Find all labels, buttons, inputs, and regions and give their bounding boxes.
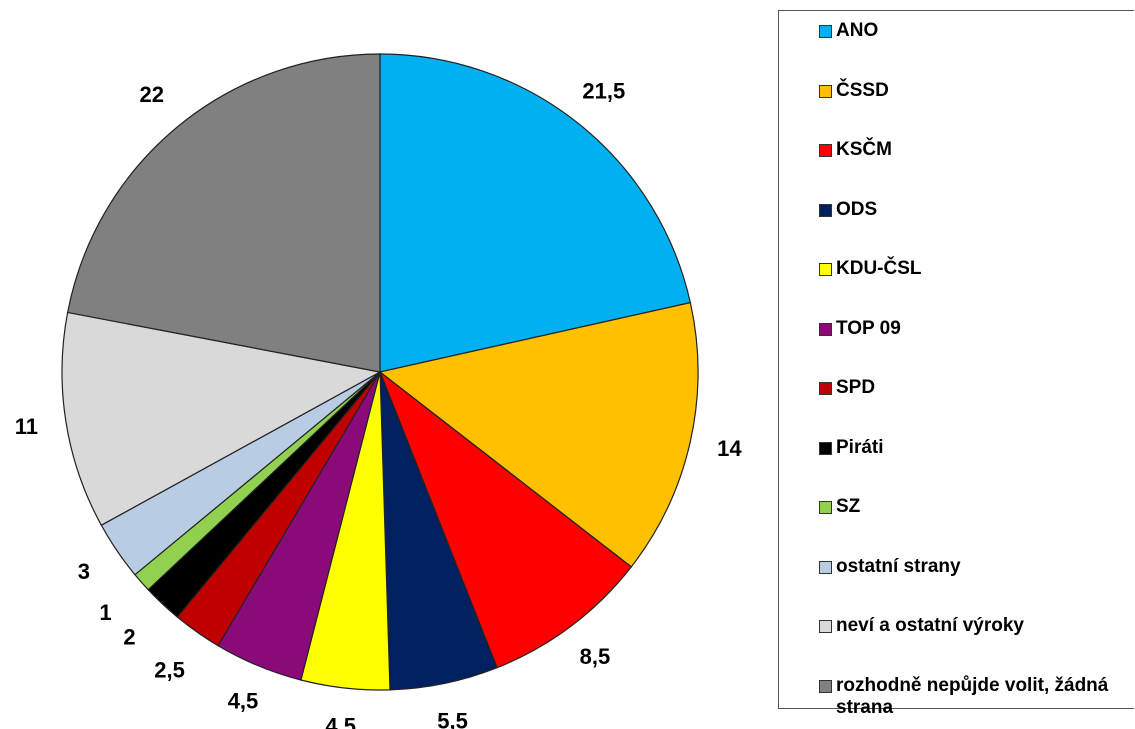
legend-label: ostatní strany [836, 555, 961, 577]
legend-item: Piráti [819, 437, 1129, 459]
legend: ANO ČSSD KSČM ODS KDU-ČSL TOP 09 SPD Piráti SZ os… [778, 10, 1134, 718]
legend-swatch [819, 382, 832, 395]
legend-label: rozhodně nepůjde volit, žádná strana [836, 674, 1109, 718]
data-label: 14 [717, 436, 742, 461]
legend-item: SZ [819, 496, 1129, 518]
pie-slice [379, 53, 692, 373]
legend-swatch [819, 263, 832, 276]
legend-item: SPD [819, 377, 1129, 399]
pie-slice [66, 53, 381, 373]
legend-item: ODS [819, 199, 1129, 221]
data-label: 21,5 [582, 78, 625, 103]
legend-swatch [819, 322, 832, 336]
pie-slice [61, 311, 382, 527]
legend-swatch [819, 84, 832, 98]
data-label: 4,5 [325, 714, 356, 729]
legend-item: KDU-ČSL [819, 258, 1129, 280]
data-label: 11 [15, 414, 38, 439]
legend-label: ČSSD [836, 79, 889, 101]
legend-label: SPD [836, 377, 876, 398]
legend-label: TOP 09 [836, 317, 901, 339]
data-label: 1 [99, 600, 111, 625]
pie-slice [378, 370, 633, 669]
legend-swatch [819, 144, 832, 157]
legend-item: KSČM [819, 139, 1129, 161]
legend-label: ANO [836, 20, 879, 41]
legend-item: ČSSD [819, 80, 1129, 102]
chart: 21,5 14 8,5 5,5 4,5 4,5 2,5 213 11 22 [15, 53, 742, 729]
legend-swatch [819, 501, 832, 514]
legend-swatch [819, 441, 832, 455]
legend-item: TOP 09 [819, 318, 1129, 340]
data-label: 2,5 [154, 657, 185, 682]
data-label: 4,5 [228, 689, 259, 714]
legend-swatch [819, 25, 832, 38]
legend-label: KDU-ČSL [836, 258, 922, 279]
pie-slice [378, 301, 699, 568]
legend-swatch [819, 679, 832, 693]
legend-label: SZ [836, 496, 861, 517]
data-label: 3 [78, 559, 90, 584]
legend-item: ANO [819, 20, 1129, 42]
data-label: 22 [140, 82, 164, 107]
legend-item: ostatní strany [819, 556, 1129, 578]
legend-item: rozhodně nepůjde volit, žádná strana [819, 675, 1129, 719]
legend-label: Piráti [836, 436, 884, 458]
data-label: 2 [123, 625, 135, 650]
legend-item: neví a ostatní výroky [819, 615, 1129, 637]
legend-swatch [819, 620, 832, 633]
legend-label: neví a ostatní výroky [836, 615, 1024, 636]
legend-swatch [819, 560, 832, 574]
data-label: 5,5 [437, 708, 468, 729]
legend-label: ODS [836, 198, 878, 220]
legend-label: KSČM [836, 139, 892, 160]
data-label: 8,5 [580, 644, 611, 669]
legend-swatch [819, 203, 832, 217]
